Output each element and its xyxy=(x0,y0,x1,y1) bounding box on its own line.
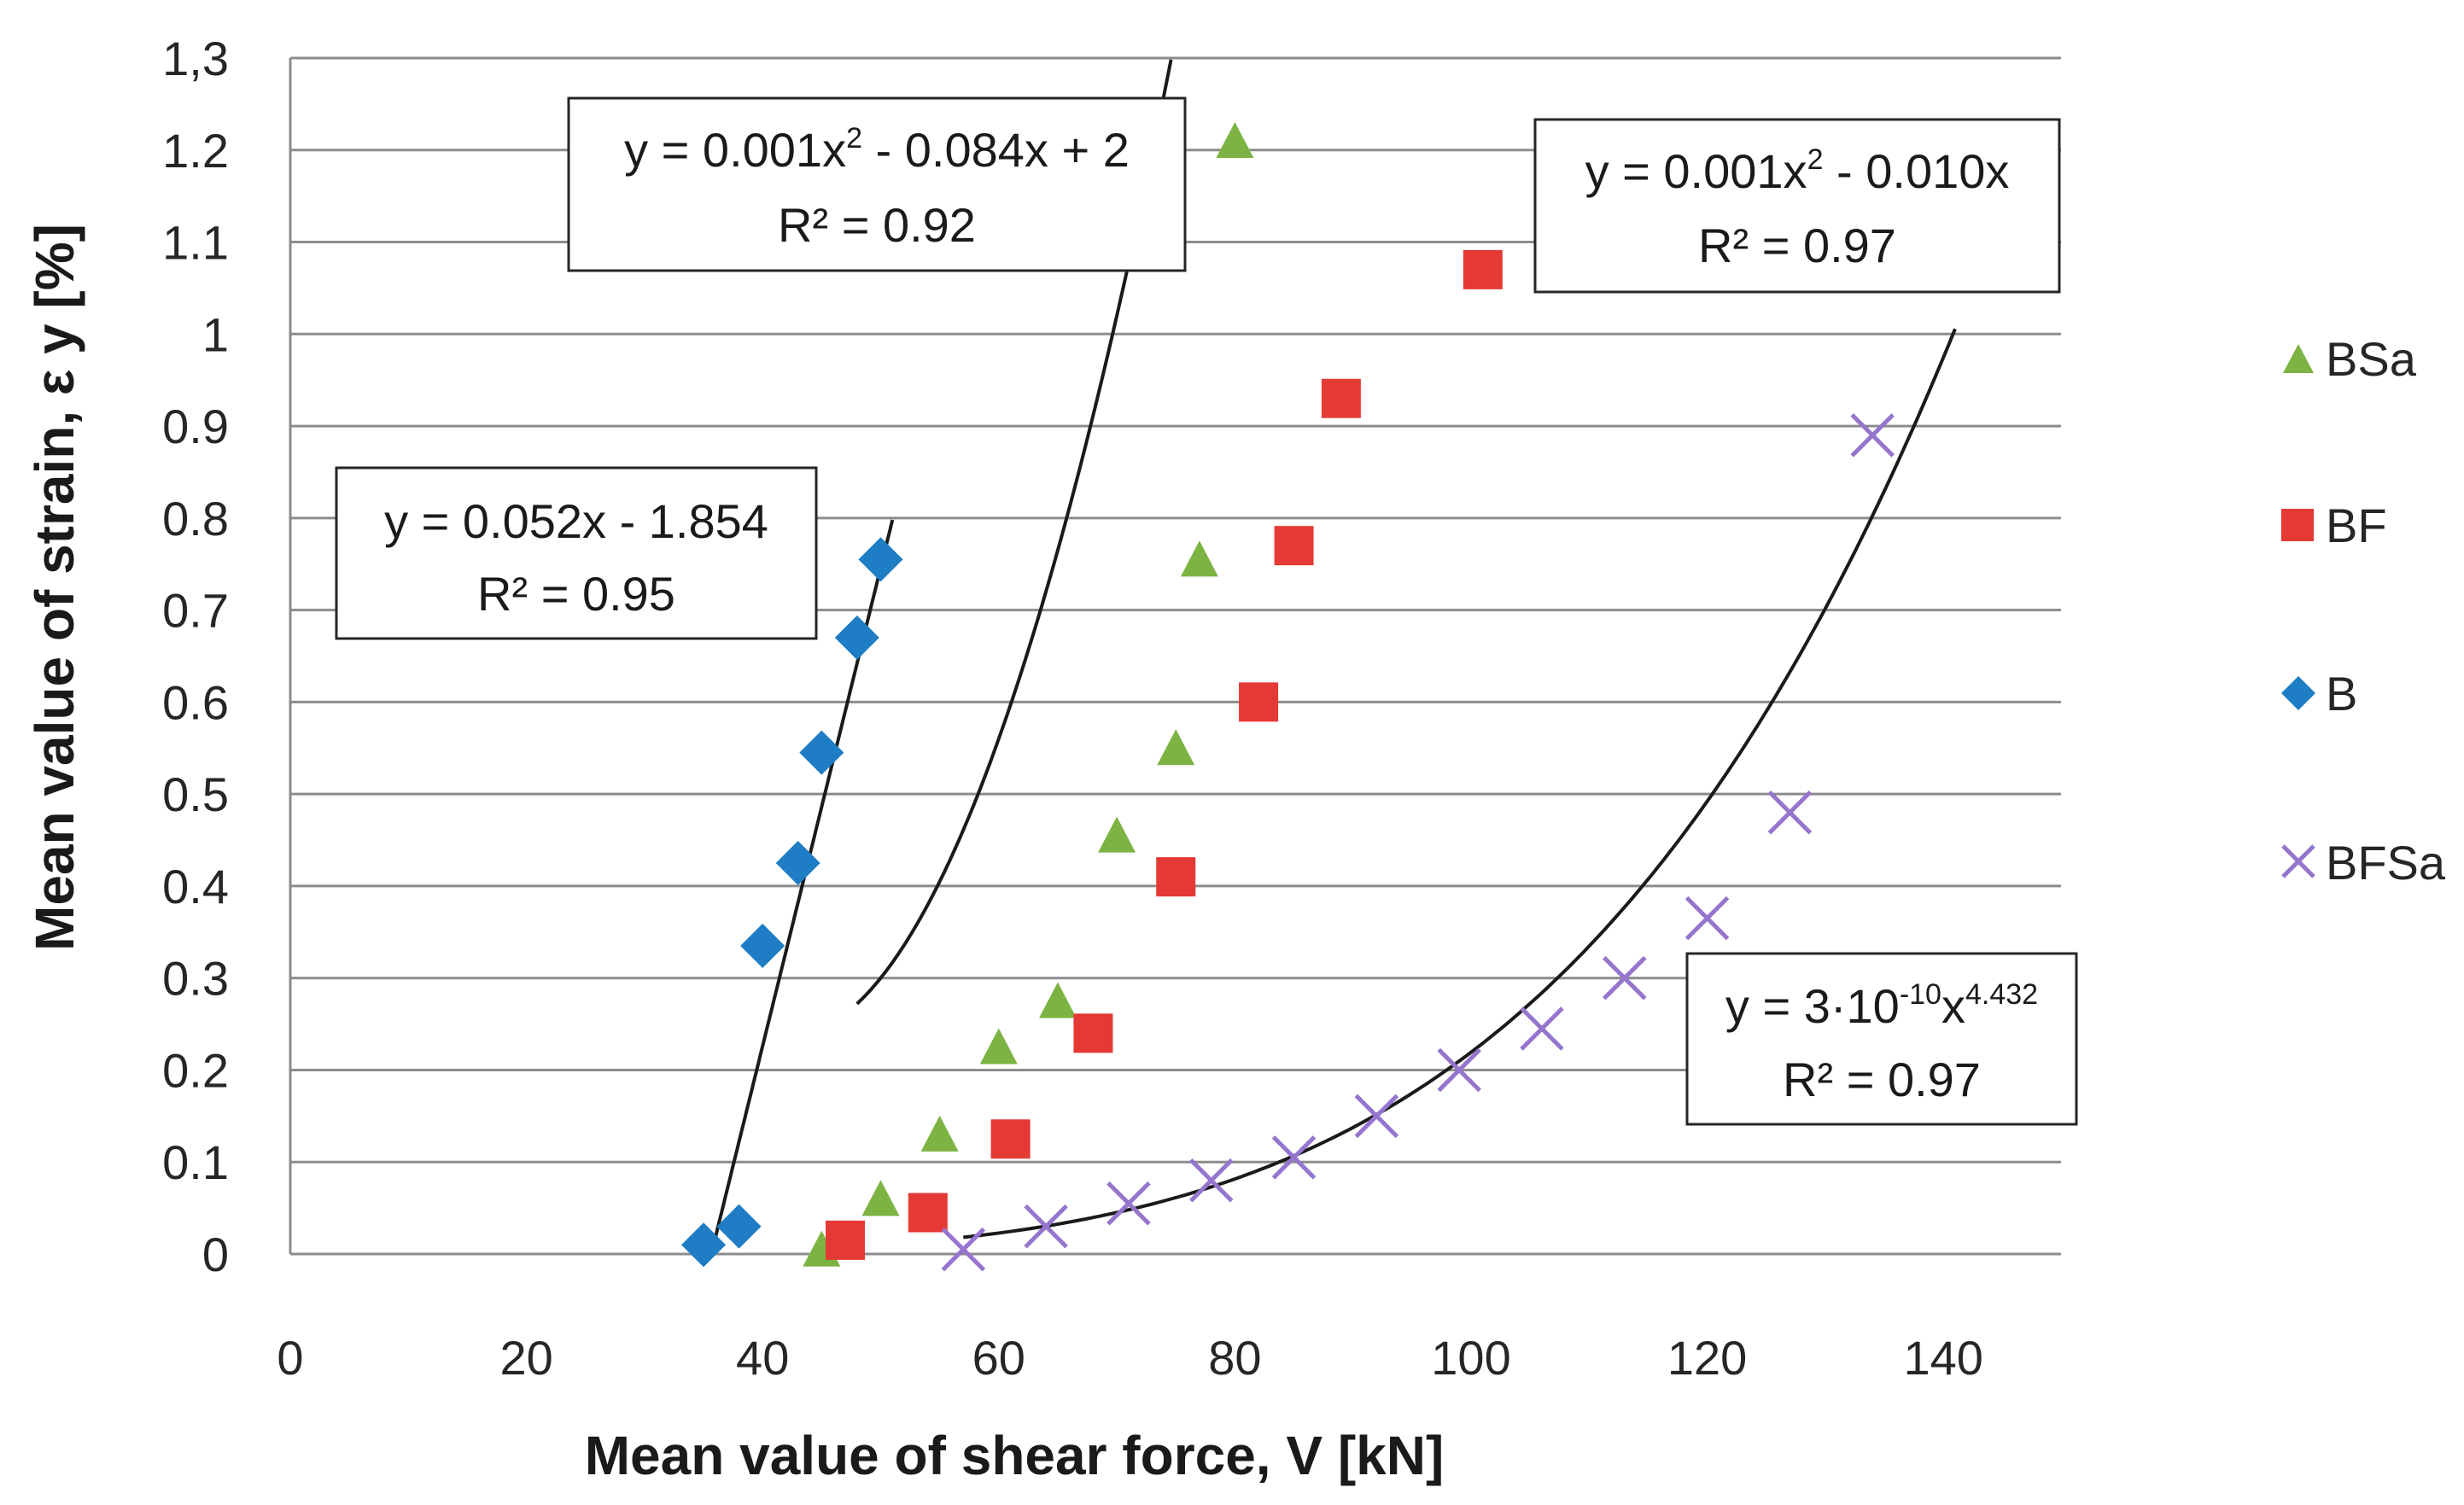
data-point-bf xyxy=(1073,1013,1113,1053)
y-tick-labels: 0 0.1 0.2 0.3 0.4 0.5 0.6 0.7 0.8 0.9 1 1.1 1.2 1,3 xyxy=(162,32,229,1281)
x-tick-label: 120 xyxy=(1667,1331,1747,1385)
trendline-label-bfsa-equation: y = 3·10-10x4.432 xyxy=(1725,978,2038,1033)
data-point-b xyxy=(775,840,820,885)
data-point-bsa xyxy=(1157,729,1195,766)
y-tick-label: 0.1 xyxy=(162,1135,229,1189)
data-point-b xyxy=(716,1204,762,1249)
x-tick-label: 60 xyxy=(972,1331,1025,1385)
trendline-label-bf-box xyxy=(1533,118,2061,294)
data-point-bf xyxy=(908,1193,948,1233)
trendline-label-bf-equation: y = 0.001x2 - 0.010x xyxy=(1585,143,2010,198)
y-tick-label: 0.7 xyxy=(162,584,229,638)
trendline-label-bfsa: y = 3·10-10x4.432 R² = 0.97 xyxy=(1685,952,2078,1126)
legend: BSa BF B BFSa xyxy=(2281,332,2446,890)
y-tick-label: 1 xyxy=(202,307,229,361)
data-point-bsa xyxy=(979,1028,1018,1065)
x-tick-label: 0 xyxy=(277,1331,303,1385)
legend-label-b: B xyxy=(2326,667,2357,720)
data-point-b xyxy=(858,537,903,582)
data-point-bfsa xyxy=(1603,955,1647,1000)
trendline-label-bsa-box xyxy=(567,96,1187,272)
data-point-bfsa xyxy=(1106,1181,1151,1226)
data-point-bf xyxy=(1239,682,1279,722)
y-axis-title: Mean value of strain, ε y [%] xyxy=(24,224,85,951)
y-tick-label: 1,3 xyxy=(162,32,229,85)
x-axis-title: Mean value of shear force, V [kN] xyxy=(585,1425,1445,1486)
data-point-bfsa xyxy=(941,1227,986,1272)
data-point-bf xyxy=(1321,378,1361,418)
data-point-bf xyxy=(1156,857,1196,897)
data-point-bfsa xyxy=(1520,1006,1564,1051)
data-point-bsa xyxy=(1038,982,1077,1018)
trendline-label-b: y = 0.052x - 1.854 R² = 0.95 xyxy=(335,466,818,640)
legend-marker-square-icon xyxy=(2281,509,2314,541)
data-point-b xyxy=(740,923,785,968)
data-point-bsa xyxy=(1098,816,1136,853)
data-point-bf xyxy=(1274,526,1314,566)
trendline-label-bfsa-box xyxy=(1685,952,2078,1126)
y-tick-label: 0.9 xyxy=(162,400,229,453)
data-points xyxy=(681,121,1895,1272)
y-tick-label: 1.2 xyxy=(162,124,229,178)
trendline-label-bfsa-r2: R² = 0.97 xyxy=(1783,1053,1981,1106)
x-tick-labels: 0 20 40 60 80 100 120 140 xyxy=(277,1331,1982,1385)
y-tick-label: 0.3 xyxy=(162,952,229,1006)
legend-item-bf: BF xyxy=(2281,499,2387,552)
data-point-bsa xyxy=(1216,121,1254,158)
data-point-bf xyxy=(826,1220,866,1260)
x-tick-label: 140 xyxy=(1903,1331,1982,1385)
legend-item-bsa: BSa xyxy=(2283,332,2417,386)
data-point-bfsa xyxy=(1767,790,1813,835)
legend-item-b: B xyxy=(2281,667,2357,720)
trendline-label-bsa-r2: R² = 0.92 xyxy=(778,198,976,252)
legend-marker-diamond-icon xyxy=(2281,676,2315,710)
data-point-b xyxy=(834,615,879,660)
y-tick-label: 1.1 xyxy=(162,216,229,270)
data-point-bsa xyxy=(920,1115,959,1152)
data-point-bfsa xyxy=(1271,1135,1317,1180)
y-tick-label: 0.5 xyxy=(162,767,229,821)
data-point-bfsa xyxy=(1850,413,1895,458)
legend-marker-triangle-icon xyxy=(2283,344,2314,373)
y-tick-label: 0 xyxy=(202,1228,229,1281)
trendline-label-b-r2: R² = 0.95 xyxy=(477,567,675,621)
data-point-b xyxy=(681,1222,727,1268)
data-point-bfsa xyxy=(1354,1094,1399,1139)
x-tick-label: 40 xyxy=(736,1331,789,1385)
x-tick-label: 100 xyxy=(1431,1331,1510,1385)
trendline-label-bf-r2: R² = 0.97 xyxy=(1698,219,1896,272)
trendline-label-bsa: y = 0.001x2 - 0.084x + 2 R² = 0.92 xyxy=(567,96,1187,272)
legend-label-bsa: BSa xyxy=(2326,332,2417,386)
x-tick-label: 80 xyxy=(1208,1331,1261,1385)
data-point-bfsa xyxy=(1024,1204,1068,1249)
data-point-bf xyxy=(990,1119,1031,1159)
y-tick-label: 0.2 xyxy=(162,1043,229,1097)
legend-label-bf: BF xyxy=(2326,499,2387,552)
trendline-label-b-equation: y = 0.052x - 1.854 xyxy=(384,494,768,548)
trendline-label-b-box xyxy=(335,466,818,640)
trendline-bsa xyxy=(855,59,1173,1006)
legend-label-bfsa: BFSa xyxy=(2326,836,2446,890)
data-point-b xyxy=(799,730,844,775)
data-point-bf xyxy=(1463,249,1503,289)
data-point-bfsa xyxy=(1188,1158,1234,1203)
data-point-bfsa xyxy=(1685,895,1730,941)
data-point-bsa xyxy=(1180,540,1218,577)
y-tick-label: 0.6 xyxy=(162,675,229,729)
y-tick-label: 0.8 xyxy=(162,492,229,545)
trendline-bfsa xyxy=(963,328,1957,1240)
trendline-label-bsa-equation: y = 0.001x2 - 0.084x + 2 xyxy=(624,122,1130,177)
x-tick-label: 20 xyxy=(499,1331,552,1385)
legend-marker-x-icon xyxy=(2281,844,2315,878)
data-point-bsa xyxy=(861,1180,900,1216)
data-point-bfsa xyxy=(1437,1047,1481,1093)
y-tick-label: 0.4 xyxy=(162,860,229,913)
trendline-label-bf: y = 0.001x2 - 0.010x R² = 0.97 xyxy=(1533,118,2061,294)
legend-item-bfsa: BFSa xyxy=(2281,836,2446,890)
